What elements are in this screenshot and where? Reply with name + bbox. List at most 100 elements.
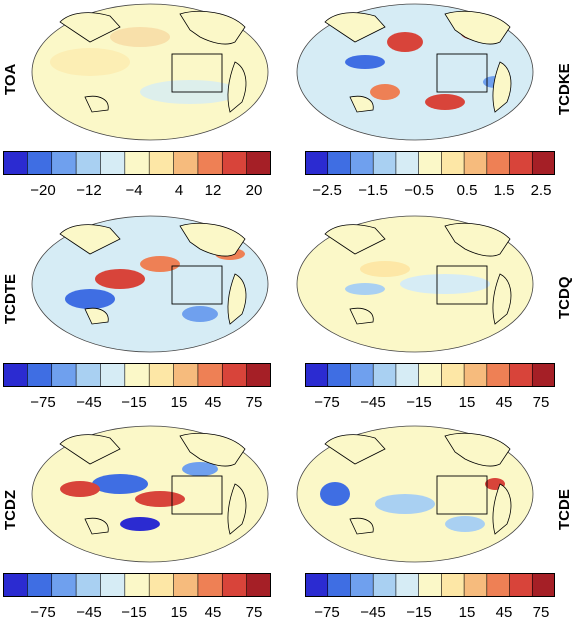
colorbar-segment <box>441 151 465 175</box>
colorbar-tcde <box>305 573 573 597</box>
colorbar-segment <box>532 363 556 387</box>
colorbar-segment <box>100 363 126 387</box>
colorbar-ticks-tcdte: −75 −45 −15 15 45 75 <box>3 394 271 412</box>
colorbar-segment <box>395 363 420 387</box>
tick-label: 15 <box>170 604 188 621</box>
colorbar-segment <box>464 363 488 387</box>
colorbar-segment <box>149 151 175 175</box>
colorbar-segment <box>100 573 126 597</box>
tick-label: 12 <box>204 182 222 199</box>
row-label-toa: TOA <box>2 63 19 95</box>
map-toa <box>30 2 270 142</box>
colorbar-border <box>3 573 271 597</box>
colorbar-segment <box>509 151 533 175</box>
row-label-tcdq: TCDQ <box>556 276 573 320</box>
colorbar-segment <box>327 363 351 387</box>
colorbar-segment <box>124 573 150 597</box>
tick-label: −12 <box>76 182 102 199</box>
colorbar-segment <box>76 151 101 175</box>
colorbar-segment <box>441 363 465 387</box>
colorbar-segment <box>173 363 199 387</box>
tick-label: −45 <box>360 604 386 621</box>
colorbar-segment <box>3 151 28 175</box>
tick-label: −15 <box>406 394 432 411</box>
colorbar-segment <box>373 573 397 597</box>
colorbar-segment <box>197 573 223 597</box>
tick-label: 4 <box>174 182 184 199</box>
colorbar-segment <box>246 363 272 387</box>
colorbar-segment <box>418 363 442 387</box>
tick-label: 75 <box>245 604 263 621</box>
colorbar-segment <box>3 573 28 597</box>
colorbar-ticks-toa: −20 −12 −4 4 12 20 <box>3 182 271 200</box>
colorbar-segment <box>51 363 77 387</box>
colorbar-segment <box>464 151 488 175</box>
colorbar-segment <box>222 151 248 175</box>
tick-label: −15 <box>121 394 147 411</box>
colorbar-tcdq <box>305 363 573 387</box>
colorbar-segment <box>3 363 28 387</box>
colorbar-ticks-tcdq: −75 −45 −15 15 45 75 <box>305 394 555 412</box>
colorbar-segment <box>124 151 150 175</box>
panel-tcdz: TCDZ −75 −45 −15 15 45 75 <box>0 422 290 632</box>
colorbar-segment <box>173 573 199 597</box>
colorbar-segment <box>441 573 465 597</box>
tick-label: −15 <box>406 604 432 621</box>
colorbar-segment <box>532 151 556 175</box>
tick-label: −45 <box>360 394 386 411</box>
tick-label: 0.5 <box>456 182 478 199</box>
tick-label: −4 <box>125 182 143 199</box>
colorbar-segment <box>395 573 420 597</box>
row-label-tcdke: TCDKE <box>556 63 573 115</box>
colorbar-segment <box>76 573 101 597</box>
tick-label: −15 <box>121 604 147 621</box>
colorbar-segment <box>464 573 488 597</box>
colorbar-ticks-tcdz: −75 −45 −15 15 45 75 <box>3 604 271 622</box>
colorbar-segment <box>327 151 351 175</box>
colorbar-toa <box>3 151 272 175</box>
map-tcdte <box>30 214 270 354</box>
colorbar-segment <box>173 151 199 175</box>
tick-label: 75 <box>245 394 263 411</box>
tick-label: 15 <box>458 604 476 621</box>
colorbar-segment <box>395 151 420 175</box>
tick-label: 75 <box>532 604 550 621</box>
tick-label: 1.5 <box>493 182 515 199</box>
tick-label: 45 <box>204 604 222 621</box>
colorbar-segment <box>350 573 374 597</box>
map-tcdz <box>30 424 270 564</box>
colorbar-tcdz <box>3 573 272 597</box>
colorbar-border <box>305 363 555 387</box>
panel-tcde: TCDE −75 −45 −15 15 45 75 <box>290 422 580 632</box>
colorbar-segment <box>486 363 511 387</box>
tick-label: 45 <box>495 394 513 411</box>
colorbar-segment <box>373 363 397 387</box>
colorbar-segment <box>509 573 533 597</box>
colorbar-tcdke <box>305 151 573 175</box>
panel-tcdke: TCDKE −2.5 −1.5 −0.5 0.5 1.5 2.5 <box>290 0 580 210</box>
map-tcdq <box>295 214 535 354</box>
colorbar-segment <box>222 573 248 597</box>
colorbar-border <box>305 573 555 597</box>
colorbar-segment <box>350 363 374 387</box>
colorbar-border <box>3 151 271 175</box>
tick-label: 15 <box>170 394 188 411</box>
map-tcdke <box>295 2 535 142</box>
colorbar-segment <box>76 363 101 387</box>
colorbar-segment <box>27 151 53 175</box>
colorbar-segment <box>27 573 53 597</box>
colorbar-segment <box>222 363 248 387</box>
row-label-tcdte: TCDTE <box>2 274 19 324</box>
colorbar-ticks-tcde: −75 −45 −15 15 45 75 <box>305 604 555 622</box>
row-label-tcde: TCDE <box>556 489 573 530</box>
colorbar-tcdte <box>3 363 272 387</box>
panel-tcdq: TCDQ −75 −45 −15 15 45 75 <box>290 212 580 422</box>
colorbar-segment <box>373 151 397 175</box>
colorbar-segment <box>51 573 77 597</box>
colorbar-ticks-tcdke: −2.5 −1.5 −0.5 0.5 1.5 2.5 <box>305 182 555 200</box>
tick-label: −45 <box>76 604 102 621</box>
tick-label: −75 <box>314 604 340 621</box>
colorbar-segment <box>149 363 175 387</box>
colorbar-segment <box>246 151 272 175</box>
tick-label: 2.5 <box>530 182 552 199</box>
